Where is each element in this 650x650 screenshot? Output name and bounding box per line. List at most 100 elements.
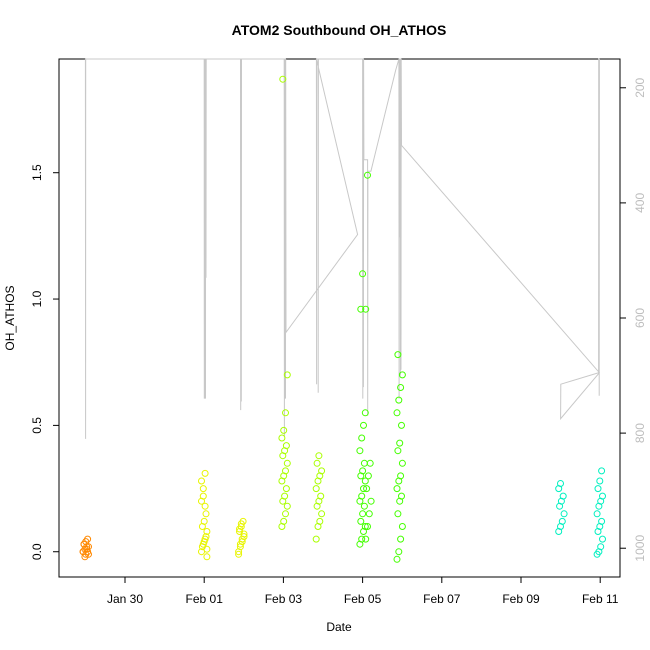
data-point [396,439,404,447]
x-tick-label: Feb 01 [186,592,224,606]
data-point [557,480,564,487]
data-point [203,553,211,561]
data-point [357,305,365,313]
data-point [359,467,367,475]
x-tick-label: Feb 07 [423,592,461,606]
data-point [358,535,366,543]
data-point [316,517,324,525]
data-point [362,535,370,543]
y-tick-label: 0.5 [30,417,44,434]
data-point [356,447,364,455]
data-point [282,442,290,450]
data-point [313,459,321,467]
data-point [201,502,209,510]
data-point [237,520,245,528]
data-point [282,485,290,493]
x-axis: Jan 30 Feb 01 Feb 03 Feb 05 Feb 07 Feb 09 Feb … [107,576,619,606]
x-tick-label: Feb 09 [502,592,540,606]
data-point [200,517,208,525]
data-point [199,485,207,493]
data-point [312,535,320,543]
data-point [367,497,375,505]
data-point [80,540,88,548]
data-point [363,485,371,493]
data-point [594,485,602,493]
data-point [362,305,370,313]
data-point [395,548,403,556]
y2-tick-label: 800 [633,423,647,443]
data-point [398,492,405,500]
data-point [361,477,369,485]
data-point [357,517,365,525]
y-axis-label: OH_ATHOS [3,285,17,350]
plot-frame [58,58,621,578]
y-tick-label: 1.0 [30,290,44,307]
chart-title: ATOM2 Southbound OH_ATHOS [232,22,447,38]
data-point [397,535,405,543]
data-point [358,434,366,442]
y-tick-label: 0.0 [30,543,44,560]
data-point [312,485,320,493]
data-point [358,492,366,500]
y2-tick-label: 400 [633,193,647,213]
data-point [393,555,401,563]
y2-axis: 200 400 600 800 1000 [619,77,647,562]
data-point [84,535,92,543]
data-point [235,550,243,558]
data-point [282,409,289,417]
data-point [393,485,401,493]
data-point [318,510,326,518]
data-point [597,543,605,551]
data-point [283,371,291,379]
data-point [398,371,406,379]
data-point [366,459,374,467]
data-point [393,409,401,417]
data-point [202,533,210,541]
data-point [361,523,369,530]
data-point [593,510,601,518]
data-point [397,472,405,480]
altitude-line [84,58,601,439]
data-point [199,492,207,500]
data-point [364,523,371,530]
data-point [280,517,288,525]
x-tick-label: Feb 11 [582,592,619,606]
data-point [84,548,92,556]
data-point [398,421,405,429]
data-point [202,510,210,518]
data-point [394,510,402,518]
data-point [282,510,289,518]
altitude-line-layer [84,58,601,439]
data-point [559,492,567,500]
data-point [317,492,325,500]
data-point [364,171,371,179]
data-points-layer [79,75,606,563]
x-tick-label: Feb 03 [265,592,303,606]
data-point [280,426,288,434]
data-point [360,459,368,467]
data-point [598,467,606,475]
data-point [203,528,211,535]
data-point [360,502,368,510]
y-tick-label: 1.5 [30,164,44,181]
data-point [558,517,566,525]
data-point [360,421,367,429]
data-point [359,270,367,278]
data-point [596,477,604,485]
y2-tick-label: 600 [633,308,647,328]
data-point [397,384,405,391]
data-point [240,530,248,538]
data-point [198,477,205,485]
y-axis: 0.0 0.5 1.0 1.5 [30,164,60,560]
data-point [364,472,372,480]
x-tick-label: Jan 30 [107,592,143,606]
data-point [394,351,402,359]
data-point [318,467,326,475]
data-point [398,523,406,530]
data-point [560,510,568,518]
data-point [283,502,291,510]
data-point [361,409,369,417]
data-point [395,396,403,404]
x-axis-label: Date [326,620,352,634]
